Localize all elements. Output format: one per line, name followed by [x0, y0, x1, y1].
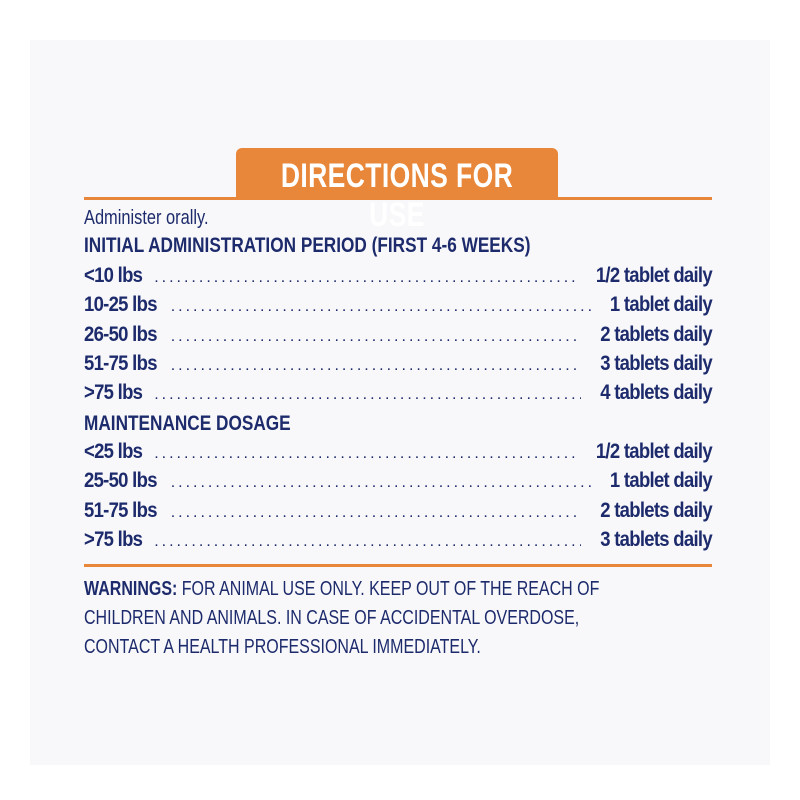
dot-leader: ........................................…	[154, 445, 577, 462]
dose: 1 tablet daily	[609, 293, 713, 317]
weight-range: 51-75 lbs	[84, 351, 157, 375]
dosage-row: 26-50 lbs...............................…	[84, 322, 713, 349]
dose: 3 tablets daily	[600, 527, 712, 551]
dose: 1 tablet daily	[609, 469, 713, 493]
maintenance-heading: MAINTENANCE DOSAGE	[84, 412, 291, 435]
weight-range: <10 lbs	[84, 264, 143, 287]
dot-leader: ........................................…	[154, 532, 582, 550]
weight-range: >75 lbs	[84, 381, 143, 405]
dot-leader: ........................................…	[170, 356, 582, 374]
dosage-row: 51-75 lbs...............................…	[84, 498, 713, 525]
dosage-row: <10 lbs.................................…	[84, 264, 713, 290]
dot-leader: ........................................…	[154, 386, 582, 404]
warnings-label: WARNINGS:	[84, 578, 178, 600]
weight-range: 25-50 lbs	[84, 469, 157, 493]
dosage-row: 51-75 lbs...............................…	[84, 351, 713, 378]
dosage-row: >75 lbs.................................…	[84, 381, 713, 407]
dose: 3 tablets daily	[600, 351, 712, 375]
dosage-row: 10-25 lbs...............................…	[84, 293, 713, 319]
divider-bottom	[84, 564, 712, 567]
weight-range: 51-75 lbs	[84, 498, 157, 522]
dot-leader: ........................................…	[170, 503, 582, 521]
dot-leader: ........................................…	[170, 327, 582, 345]
dose: 1/2 tablet daily	[595, 264, 713, 287]
weight-range: 10-25 lbs	[84, 293, 157, 317]
weight-range: <25 lbs	[84, 440, 143, 463]
weight-range: 26-50 lbs	[84, 322, 157, 346]
dose: 2 tablets daily	[600, 498, 712, 522]
dot-leader: ........................................…	[154, 269, 577, 286]
dosage-row: >75 lbs.................................…	[84, 527, 713, 554]
warnings-line-2: CHILDREN AND ANIMALS. IN CASE OF ACCIDEN…	[84, 607, 580, 629]
dosage-row: <25 lbs.................................…	[84, 440, 713, 466]
warnings-line-3: CONTACT A HEALTH PROFESSIONAL IMMEDIATEL…	[84, 636, 481, 658]
dot-leader: ........................................…	[170, 298, 592, 316]
initial-heading: INITIAL ADMINISTRATION PERIOD (FIRST 4-6…	[84, 234, 531, 257]
dosage-row: 25-50 lbs...............................…	[84, 469, 713, 495]
directions-title-tab: DIRECTIONS FOR USE	[236, 148, 558, 234]
intro-text: Administer orally.	[84, 207, 209, 229]
directions-title: DIRECTIONS FOR USE	[280, 157, 514, 234]
warnings-line-1: WARNINGS: FOR ANIMAL USE ONLY. KEEP OUT …	[84, 578, 600, 600]
dose: 4 tablets daily	[600, 381, 712, 405]
dot-leader: ........................................…	[170, 474, 592, 492]
weight-range: >75 lbs	[84, 527, 143, 551]
dose: 2 tablets daily	[600, 322, 712, 346]
dose: 1/2 tablet daily	[595, 440, 713, 463]
divider-top	[84, 197, 712, 200]
